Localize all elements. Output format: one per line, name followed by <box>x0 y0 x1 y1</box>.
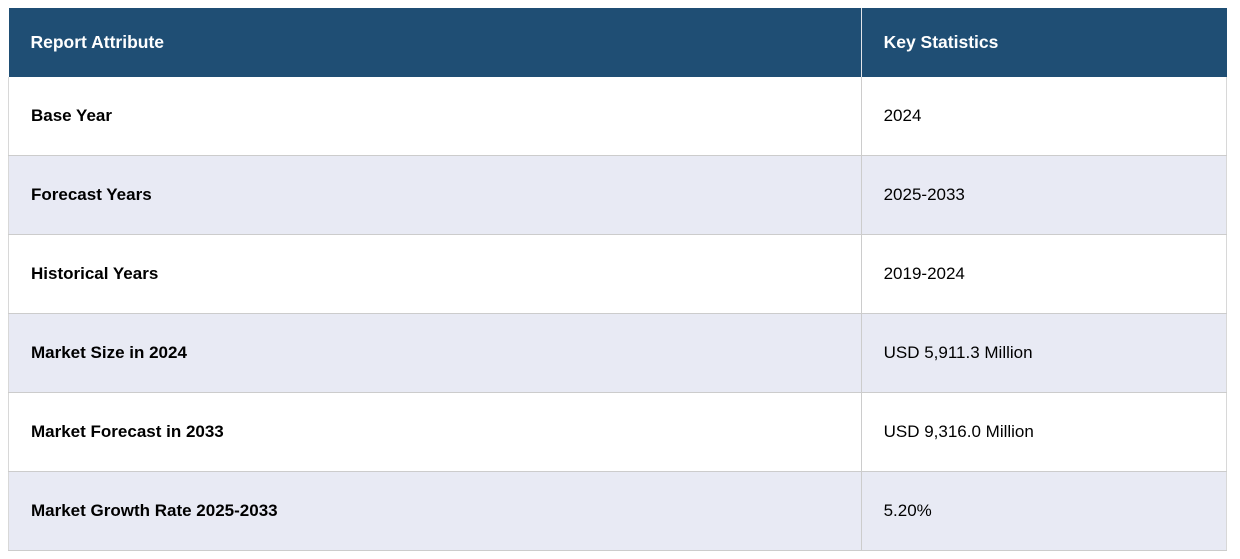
report-attributes-table: Report Attribute Key Statistics Base Yea… <box>8 8 1228 551</box>
attribute-cell: Base Year <box>8 77 862 156</box>
header-key-statistics: Key Statistics <box>860 8 1227 77</box>
attribute-cell: Historical Years <box>8 234 862 314</box>
value-cell: USD 5,911.3 Million <box>860 313 1228 393</box>
attribute-cell: Forecast Years <box>8 155 862 235</box>
value-cell: USD 9,316.0 Million <box>860 392 1228 472</box>
table-header-row: Report Attribute Key Statistics <box>8 8 1227 77</box>
value-cell: 2024 <box>860 77 1228 156</box>
table-row: Market Size in 2024 USD 5,911.3 Million <box>8 313 1228 393</box>
attribute-cell: Market Size in 2024 <box>8 313 862 393</box>
table-row: Historical Years 2019-2024 <box>8 234 1228 314</box>
report-summary-table-container: Report Attribute Key Statistics Base Yea… <box>8 8 1228 551</box>
header-report-attribute: Report Attribute <box>8 8 862 77</box>
value-cell: 5.20% <box>860 471 1228 551</box>
value-cell: 2019-2024 <box>860 234 1228 314</box>
table-row: Forecast Years 2025-2033 <box>8 155 1228 235</box>
value-cell: 2025-2033 <box>860 155 1228 235</box>
attribute-cell: Market Forecast in 2033 <box>8 392 862 472</box>
table-row: Market Growth Rate 2025-2033 5.20% <box>8 471 1228 551</box>
table-row: Market Forecast in 2033 USD 9,316.0 Mill… <box>8 392 1228 472</box>
attribute-cell: Market Growth Rate 2025-2033 <box>8 471 862 551</box>
table-row: Base Year 2024 <box>8 77 1228 156</box>
